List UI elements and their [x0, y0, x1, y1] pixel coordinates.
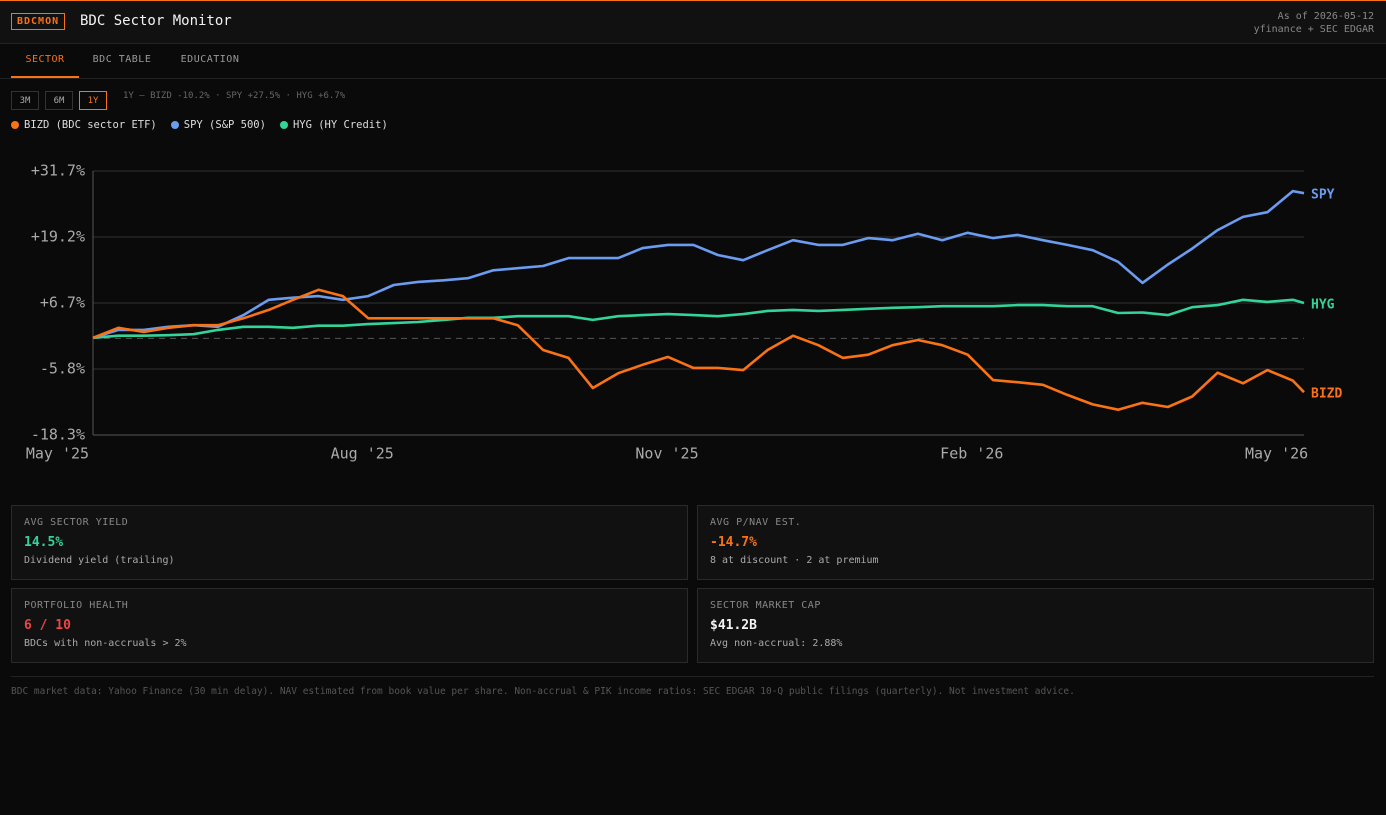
- legend-label: BIZD (BDC sector ETF): [24, 119, 157, 131]
- card-note: 8 at discount · 2 at premium: [710, 555, 879, 566]
- card-note: Avg non-accrual: 2.88%: [710, 638, 843, 649]
- card-label: AVG P/NAV EST.: [710, 517, 802, 528]
- x-tick-label: Feb '26: [940, 445, 1003, 463]
- y-tick-label: +19.2%: [31, 228, 85, 246]
- x-tick-label: Nov '25: [635, 445, 698, 463]
- stat-card: AVG SECTOR YIELD 14.5% Dividend yield (tra…: [11, 505, 688, 580]
- range-button[interactable]: 3M: [11, 91, 39, 110]
- x-tick-label: May '26: [1245, 445, 1308, 463]
- card-value: 14.5%: [24, 535, 64, 550]
- card-value: 6 / 10: [24, 618, 71, 633]
- chart: +31.7% +19.2% +6.7% -5.8% -18.3%May '25 Aug '…: [26, 162, 1343, 463]
- tab[interactable]: BDC TABLE: [92, 54, 152, 65]
- legend-swatch: [279, 121, 288, 129]
- card-value: -14.7%: [710, 535, 757, 550]
- app-title: BDC Sector Monitor: [80, 13, 232, 29]
- card-value: $41.2B: [710, 618, 757, 633]
- as-of: As of 2026-05-12 yfinance + SEC EDGAR: [1254, 10, 1374, 36]
- stat-card: AVG P/NAV EST. -14.7% 8 at discount · 2 at…: [697, 505, 1374, 580]
- legend-label: HYG (HY Credit): [292, 119, 388, 131]
- card-label: SECTOR MARKET CAP: [710, 600, 821, 611]
- footer: BDC market data: Yahoo Finance (30 min d…: [11, 676, 1374, 697]
- y-tick-label: +6.7%: [40, 294, 85, 312]
- series-line: [92, 298, 1305, 340]
- stat-card: PORTFOLIO HEALTH 6 / 10 BDCs with non-accr…: [11, 588, 688, 663]
- stat-card: SECTOR MARKET CAP $41.2B Avg non-accrual: …: [697, 588, 1374, 663]
- legend-item: HYG (HY Credit): [279, 119, 388, 131]
- card-note: BDCs with non-accruals > 2%: [24, 638, 187, 649]
- legend-swatch: [170, 121, 179, 129]
- range-button[interactable]: 1Y: [79, 91, 107, 110]
- card-label: PORTFOLIO HEALTH: [24, 600, 129, 611]
- y-tick-label: -18.3%: [31, 426, 85, 444]
- tab[interactable]: EDUCATION: [180, 54, 240, 65]
- card-label: AVG SECTOR YIELD: [24, 517, 129, 528]
- y-tick-label: -5.8%: [40, 360, 85, 378]
- legend-item: SPY (S&P 500): [170, 119, 266, 131]
- range-button[interactable]: 6M: [45, 91, 73, 110]
- data-source: yfinance + SEC EDGAR: [1253, 24, 1374, 35]
- badge: BDCMON: [11, 13, 66, 30]
- x-tick-label: Aug '25: [331, 445, 394, 463]
- series-end-label: HYG: [1311, 298, 1335, 313]
- tab-bar: SECTOR BDC TABLE EDUCATION: [0, 44, 1386, 79]
- series-line: [92, 288, 1305, 411]
- y-tick-label: +31.7%: [31, 162, 85, 180]
- tab[interactable]: SECTOR: [11, 44, 79, 78]
- x-tick-label: May '25: [26, 445, 89, 463]
- legend-label: SPY (S&P 500): [183, 119, 266, 131]
- card-note: Dividend yield (trailing): [24, 555, 175, 566]
- series-end-label: SPY: [1311, 188, 1335, 203]
- summary: 1Y — BIZD -10.2% · SPY +27.5% · HYG +6.7…: [123, 91, 346, 101]
- legend-item: BIZD (BDC sector ETF): [11, 119, 157, 131]
- series-end-label: BIZD: [1311, 387, 1342, 402]
- header: BDCMON BDC Sector Monitor As of 2026-05-…: [0, 0, 1386, 44]
- as-of-date: As of 2026-05-12: [1277, 11, 1374, 22]
- legend-swatch: [11, 121, 19, 129]
- legend: BIZD (BDC sector ETF) SPY (S&P 500) HYG (H…: [11, 119, 388, 131]
